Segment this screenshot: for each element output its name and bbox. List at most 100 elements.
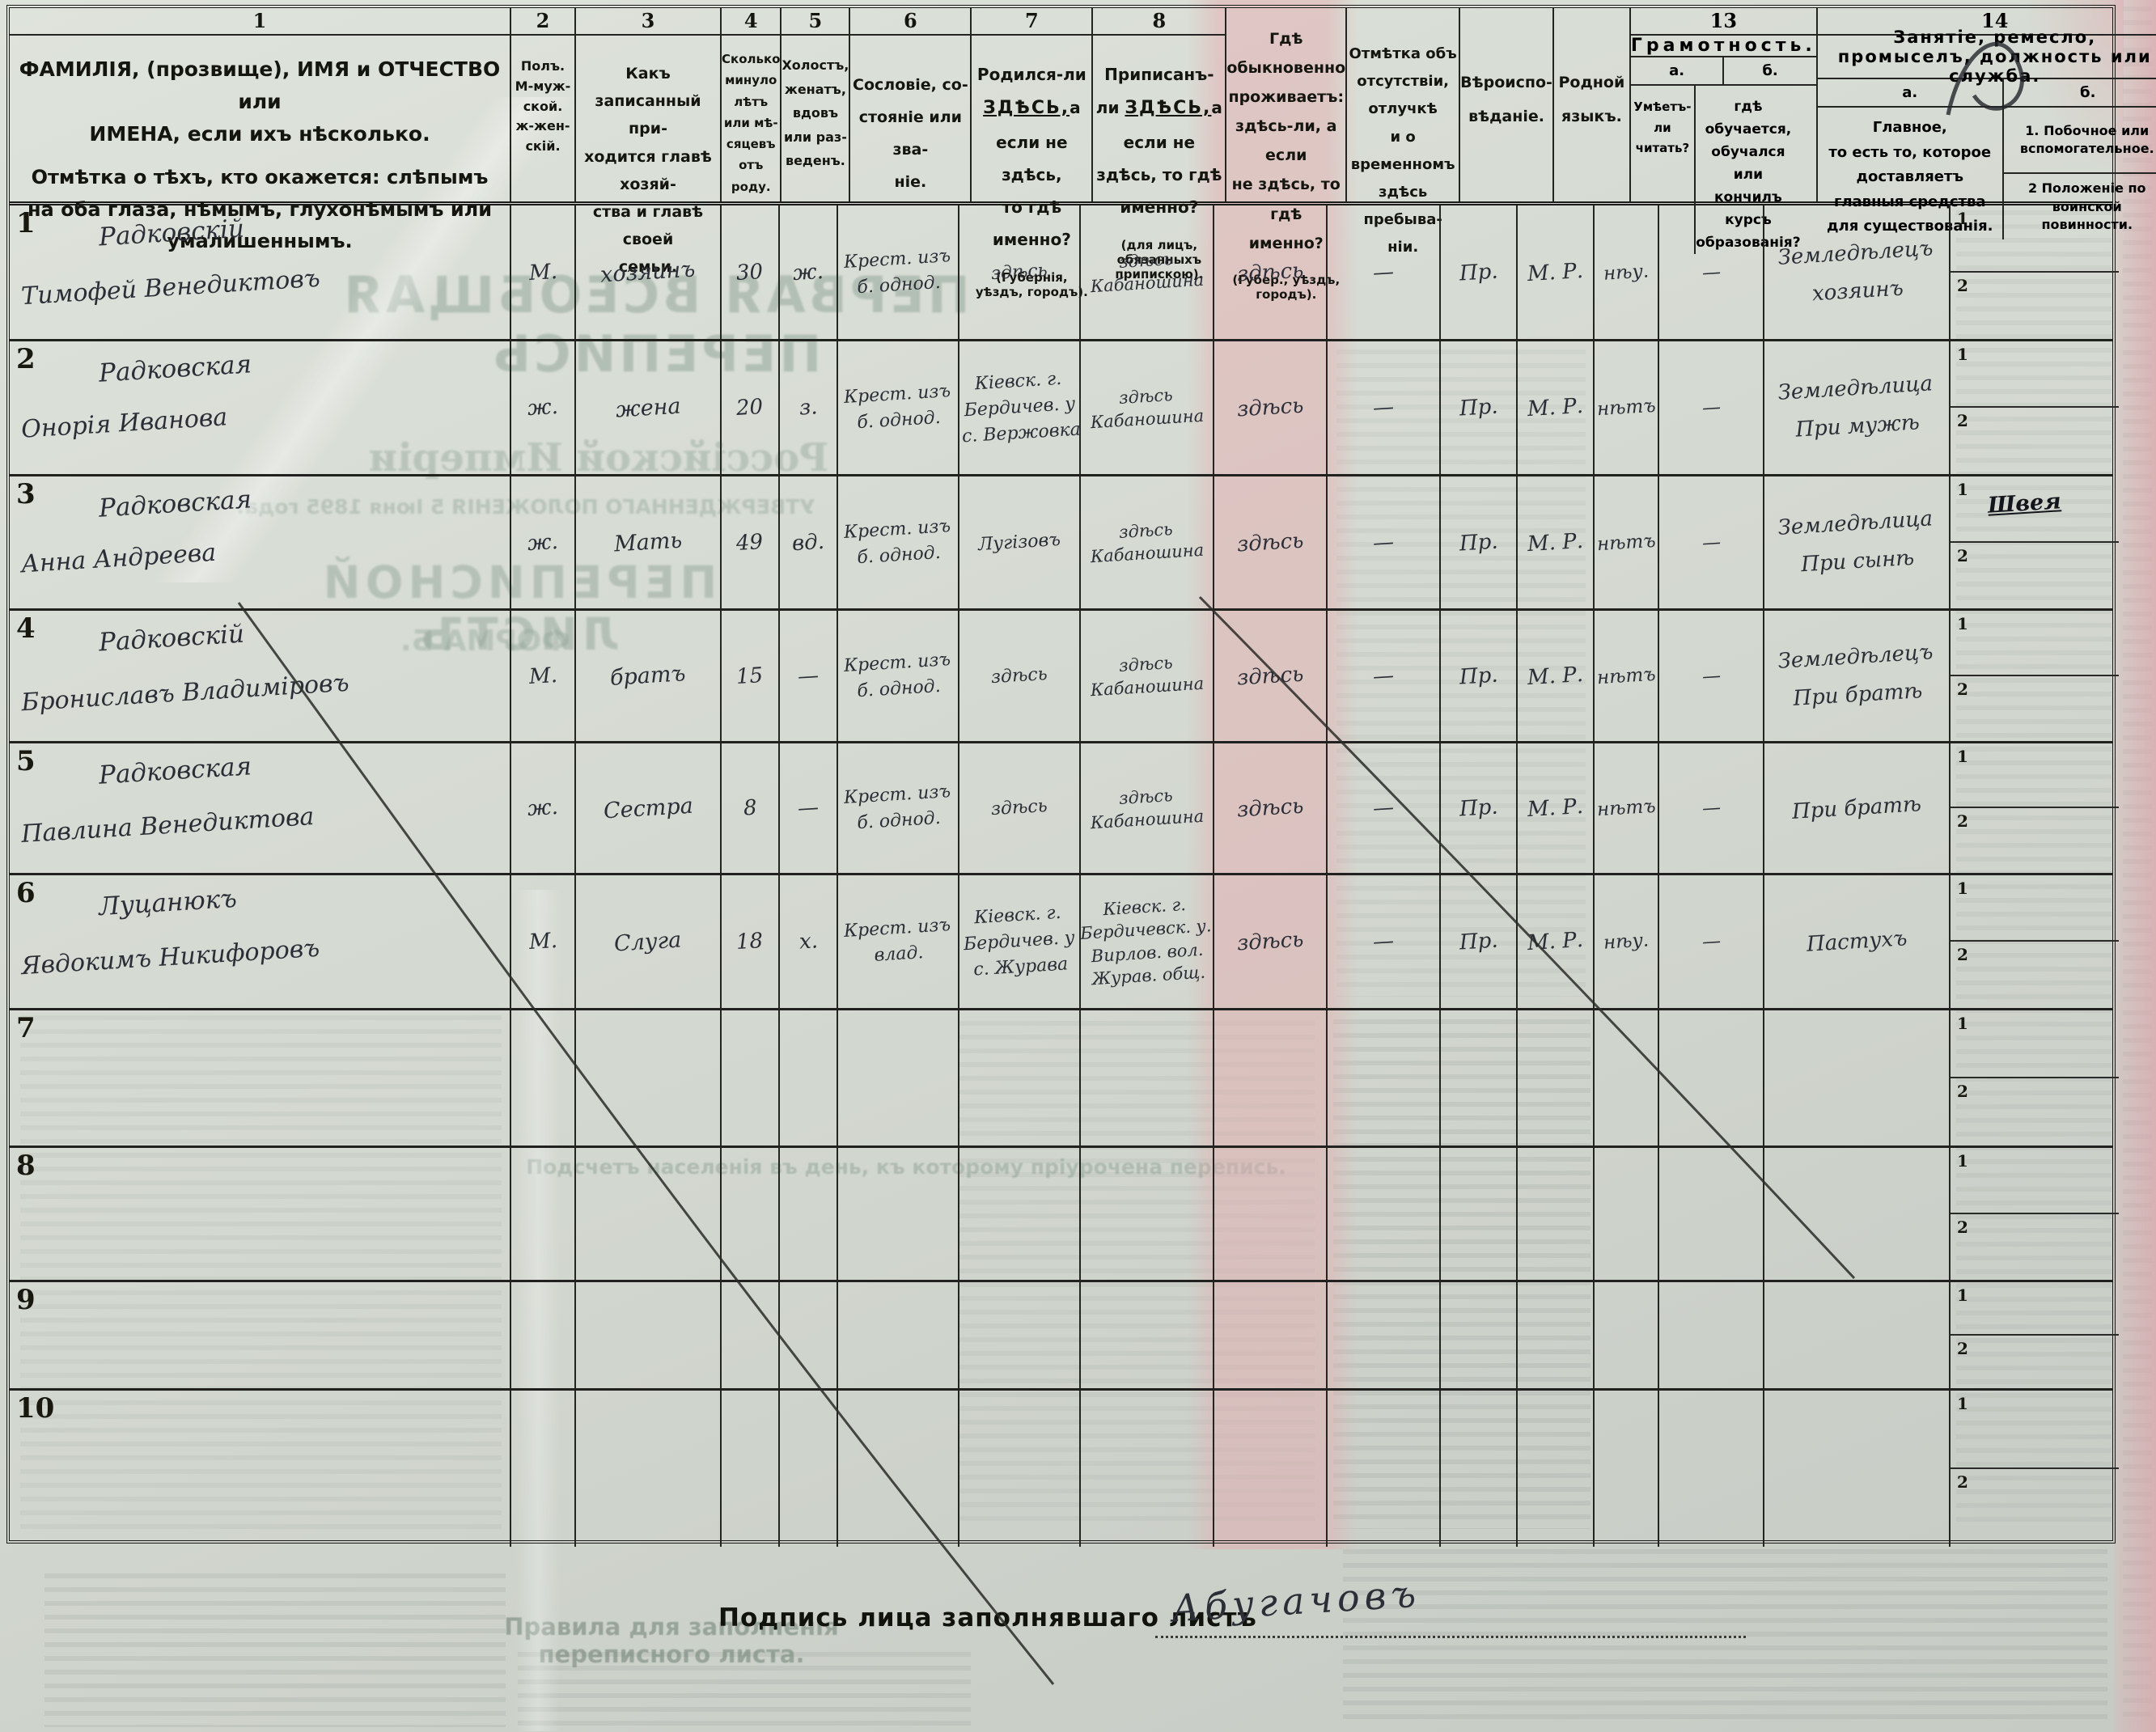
cell-occupation-main — [1764, 1148, 1951, 1280]
cell-language: М. Р. — [1518, 875, 1595, 1008]
cell-religion: Пр. — [1441, 205, 1518, 339]
cell-sex — [511, 1148, 576, 1280]
cell-sex — [511, 1010, 576, 1145]
cell-sex: М. — [511, 205, 576, 339]
subcell-military-status: 2 — [1951, 676, 2119, 742]
subcell-military-status: 2 — [1951, 1078, 2119, 1146]
cell-absence: — — [1328, 205, 1441, 339]
cell-sex: ж. — [511, 476, 576, 608]
subcell-number: 2 — [1957, 945, 1968, 964]
ghost-paragraph-texture — [2123, 6, 2152, 1721]
cell-language: М. Р. — [1518, 341, 1595, 474]
row-number: 10 — [16, 1392, 55, 1425]
header-col-name: 1 ФАМИЛІЯ, (прозвище), ИМЯ и ОТЧЕСТВО ил… — [10, 8, 511, 252]
subcell-military-status: 2 — [1951, 1469, 2119, 1548]
cell-occupation-side: 1 2 — [1951, 1010, 2119, 1145]
header-col-literacy: 13 Грамотность. а. б. Умѣетъ- ли читать? … — [1630, 8, 1818, 255]
cell-absence — [1328, 1010, 1441, 1145]
subcell-number: 1 — [1957, 209, 1968, 228]
header-col-residence: Гдѣ обыкновенно проживаетъ: здѣсь-ли, а … — [1226, 8, 1348, 302]
table-row: 2 Радковская Онорія Иванова ж. жена 20 з… — [10, 339, 2119, 474]
column-number: 7 — [972, 8, 1092, 36]
cell-sex: ж. — [511, 341, 576, 474]
cell-residence: здѣсь — [1214, 875, 1328, 1008]
cell-sex — [511, 1391, 576, 1547]
subcell-number: 1 — [1957, 480, 1968, 499]
cell-occupation-main: Земледѣлецъ хозяинъ — [1764, 205, 1951, 339]
cell-name: 3 Радковская Анна Андреева — [10, 476, 511, 608]
cell-marital — [780, 1391, 838, 1547]
cell-birthplace — [959, 1148, 1081, 1280]
cell-name: 2 Радковская Онорія Иванова — [10, 341, 511, 474]
cell-registration — [1081, 1148, 1214, 1280]
cell-age: 20 — [722, 341, 780, 474]
cell-occupation-main: Земледѣлица При сынѣ — [1764, 476, 1951, 608]
cell-registration: Кіевск. г. Бердичевск. у. Вирлов. вол. Ж… — [1080, 875, 1214, 1008]
header-col-language: Родной языкъ. — [1554, 8, 1631, 201]
cell-registration: здѣсь Кабаношина — [1081, 476, 1214, 608]
table-row: 5 Радковская Павлина Венедиктова ж. Сест… — [10, 741, 2119, 873]
column-number: 2 — [511, 8, 574, 36]
cell-sex: ж. — [511, 743, 576, 873]
handwritten-surname: Радковскій — [98, 619, 245, 658]
table-row: 3 Радковская Анна Андреева ж. Мать 49 вд… — [10, 474, 2119, 608]
subcell-number: 1 — [1957, 879, 1968, 898]
cell-age: 15 — [722, 611, 780, 741]
cell-name: 1 Радковскій Тимофей Венедиктовъ — [10, 205, 511, 339]
cell-absence — [1328, 1282, 1441, 1388]
cell-estate — [838, 1148, 959, 1280]
table-row: 7 1 2 — [10, 1008, 2119, 1145]
cell-marital: з. — [780, 341, 838, 474]
table-row: 10 1 2 — [10, 1388, 2119, 1547]
cell-age: 18 — [722, 875, 780, 1008]
header-col-estate: 6 Сословіе, со- стояніе или зва- ніе. — [850, 8, 972, 201]
cell-residence: здѣсь — [1214, 205, 1328, 339]
cell-occupation-main: Земледѣлецъ При братѣ — [1764, 611, 1951, 741]
header-col-occupation: 14 Занятіе, ремесло, промыселъ, должност… — [1817, 8, 2156, 239]
cell-language — [1518, 1391, 1595, 1547]
table-row: 4 Радковскій Брониславъ Владиміровъ М. б… — [10, 608, 2119, 741]
cell-estate — [838, 1010, 959, 1145]
cell-religion — [1441, 1010, 1518, 1145]
cell-occupation-main: Пастухъ — [1764, 875, 1951, 1008]
cell-education: — — [1659, 341, 1764, 474]
handwritten-surname: Радковская — [98, 485, 253, 523]
subcell-side-occupation: 1 — [1951, 1391, 2119, 1469]
subcell-side-occupation: 1 — [1951, 341, 2119, 408]
signature-row: Подпись лица заполнявшаго листъ Абугачов… — [0, 1572, 2156, 1683]
cell-education: — — [1659, 875, 1764, 1008]
subcell-military-status: 2 — [1951, 1214, 2119, 1281]
cell-occupation-side: 1 2 — [1951, 875, 2119, 1008]
cell-registration: здѣсь Кабаношина — [1081, 743, 1214, 873]
table-body: 1 Радковскій Тимофей Венедиктовъ М. хозя… — [10, 205, 2119, 1547]
cell-literacy — [1595, 1148, 1659, 1280]
cell-absence: — — [1328, 476, 1441, 608]
cell-literacy: нѣтъ — [1595, 743, 1659, 873]
cell-marital: — — [780, 611, 838, 741]
cell-education — [1659, 1282, 1764, 1388]
cell-relation — [576, 1282, 722, 1388]
cell-education: — — [1659, 611, 1764, 741]
cell-relation: Сестра — [576, 743, 722, 873]
row-number: 7 — [16, 1012, 36, 1044]
cell-name: 8 — [10, 1148, 511, 1280]
cell-name: 9 — [10, 1282, 511, 1388]
subcell-number: 2 — [1957, 275, 1968, 295]
column-number: 5 — [781, 8, 849, 36]
cell-occupation-side: 1 2 — [1951, 1391, 2119, 1547]
cell-occupation-side: 1 2 — [1951, 1148, 2119, 1280]
row-number: 8 — [16, 1150, 36, 1182]
cell-estate: Крест. изъ б. однод. — [838, 743, 959, 873]
cell-marital: вд. — [780, 476, 838, 608]
cell-religion — [1441, 1391, 1518, 1547]
cell-occupation-side: 1 2 — [1951, 611, 2119, 741]
subcell-number: 2 — [1957, 1081, 1968, 1101]
cell-language — [1518, 1148, 1595, 1280]
row-number: 6 — [16, 877, 36, 909]
cell-religion: Пр. — [1441, 611, 1518, 741]
subcell-number: 2 — [1957, 811, 1968, 831]
handwritten-surname: Радковская — [98, 752, 253, 790]
subcell-side-occupation: 1 — [1951, 743, 2119, 808]
cell-age: 49 — [722, 476, 780, 608]
header-col-sex: 2 Полъ. М-муж- ской. ж-жен- скій. — [511, 8, 576, 201]
